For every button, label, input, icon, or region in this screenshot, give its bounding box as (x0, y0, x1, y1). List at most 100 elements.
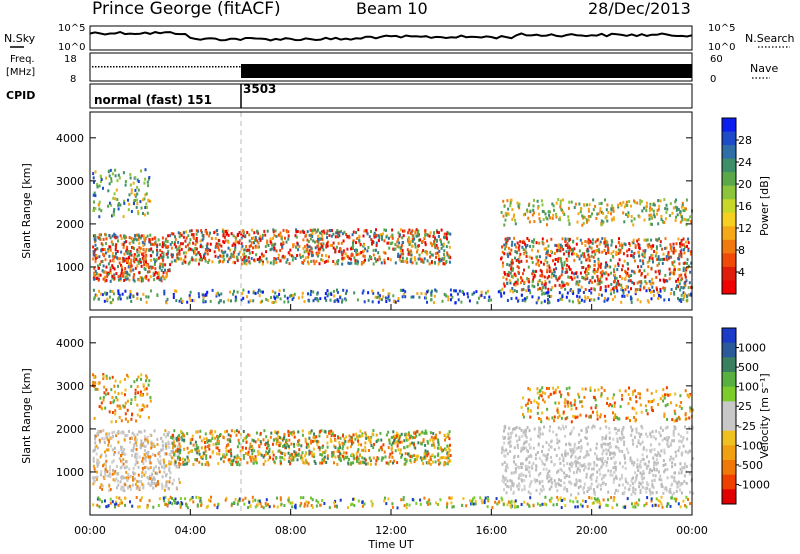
heatmap-cell (132, 476, 135, 480)
heatmap-cell (138, 246, 141, 250)
heatmap-cell (583, 255, 586, 259)
heatmap-cell (684, 462, 686, 466)
heatmap-cell (362, 254, 365, 258)
heatmap-cell (363, 461, 366, 465)
heatmap-cell (215, 446, 218, 450)
heatmap-cell (447, 298, 450, 302)
heatmap-cell (501, 250, 504, 254)
heatmap-cell (206, 246, 209, 250)
heatmap-cell (101, 248, 104, 252)
heatmap-cell (565, 282, 568, 286)
heatmap-cell (163, 433, 166, 436)
heatmap-cell (522, 287, 525, 291)
heatmap-cell (117, 207, 120, 211)
heatmap-cell (204, 432, 207, 436)
heatmap-cell (139, 200, 142, 204)
heatmap-cell (141, 482, 144, 486)
heatmap-cell (531, 213, 534, 217)
heatmap-cell (644, 486, 647, 490)
heatmap-cell (526, 277, 529, 281)
heatmap-cell (447, 255, 450, 259)
heatmap-cell (591, 275, 594, 279)
heatmap-cell (187, 234, 190, 238)
heatmap-cell (96, 185, 99, 189)
heatmap-cell (679, 210, 682, 214)
heatmap-cell (622, 289, 624, 292)
heatmap-cell (122, 458, 125, 462)
heatmap-cell (265, 450, 268, 454)
heatmap-cell (189, 441, 192, 445)
heatmap-cell (428, 234, 431, 238)
heatmap-cell (132, 471, 135, 475)
heatmap-cell (414, 242, 417, 246)
heatmap-cell (167, 486, 170, 490)
heatmap-cell (129, 293, 132, 296)
heatmap-cell (102, 252, 105, 256)
heatmap-cell (531, 239, 534, 243)
heatmap-cell (326, 240, 329, 244)
heatmap-cell (326, 294, 329, 298)
heatmap-cell (118, 404, 121, 408)
heatmap-cell (194, 440, 197, 444)
heatmap-cell (122, 476, 125, 480)
heatmap-cell (587, 207, 590, 211)
heatmap-cell (355, 456, 358, 460)
heatmap-cell (561, 280, 563, 284)
heatmap-cell (556, 471, 558, 474)
heatmap-cell (94, 375, 97, 379)
heatmap-cell (612, 451, 615, 455)
heatmap-cell (147, 416, 150, 420)
heatmap-cell (310, 247, 313, 251)
heatmap-cell (680, 242, 683, 246)
heatmap-cell (613, 290, 615, 294)
heatmap-cell (638, 254, 641, 258)
heatmap-cell (613, 477, 616, 481)
heatmap-cell (352, 241, 354, 245)
heatmap-cell (358, 239, 361, 243)
heatmap-cell (625, 274, 628, 278)
heatmap-cell (105, 435, 108, 439)
heatmap-cell (306, 230, 309, 234)
heatmap-cell (541, 292, 544, 296)
heatmap-cell (194, 249, 197, 253)
heatmap-cell (204, 449, 207, 453)
heatmap-cell (510, 265, 513, 268)
heatmap-cell (512, 215, 515, 219)
heatmap-cell (118, 176, 121, 180)
heatmap-cell (679, 462, 682, 466)
heatmap-cell (391, 228, 394, 232)
heatmap-cell (92, 373, 94, 377)
heatmap-cell (630, 287, 632, 291)
heatmap-cell (580, 298, 583, 302)
heatmap-cell (587, 249, 590, 253)
heatmap-cell (543, 463, 546, 467)
heatmap-cell (683, 209, 686, 213)
heatmap-cell (202, 256, 205, 260)
heatmap-cell (322, 229, 325, 233)
heatmap-cell (163, 466, 166, 470)
heatmap-cell (126, 261, 129, 264)
heatmap-cell (608, 431, 611, 435)
heatmap-cell (547, 294, 550, 298)
heatmap-cell (651, 491, 654, 495)
heatmap-cell (659, 295, 662, 299)
heatmap-cell (173, 259, 176, 263)
heatmap-cell (242, 288, 245, 292)
heatmap-cell (117, 275, 120, 279)
heatmap-cell (536, 199, 539, 203)
heatmap-cell (174, 437, 177, 441)
heatmap-cell (650, 216, 653, 220)
heatmap-cell (137, 391, 139, 395)
heatmap-cell (675, 454, 678, 458)
heatmap-cell (202, 300, 205, 304)
heatmap-cell (301, 261, 304, 264)
heatmap-cell (315, 439, 318, 443)
heatmap-cell (634, 488, 637, 492)
heatmap-cell (195, 447, 198, 451)
heatmap-cell (105, 237, 108, 241)
heatmap-cell (626, 249, 629, 253)
heatmap-cell (241, 448, 244, 452)
heatmap-cell (174, 463, 177, 467)
heatmap-cell (336, 260, 339, 264)
heatmap-cell (517, 455, 520, 458)
